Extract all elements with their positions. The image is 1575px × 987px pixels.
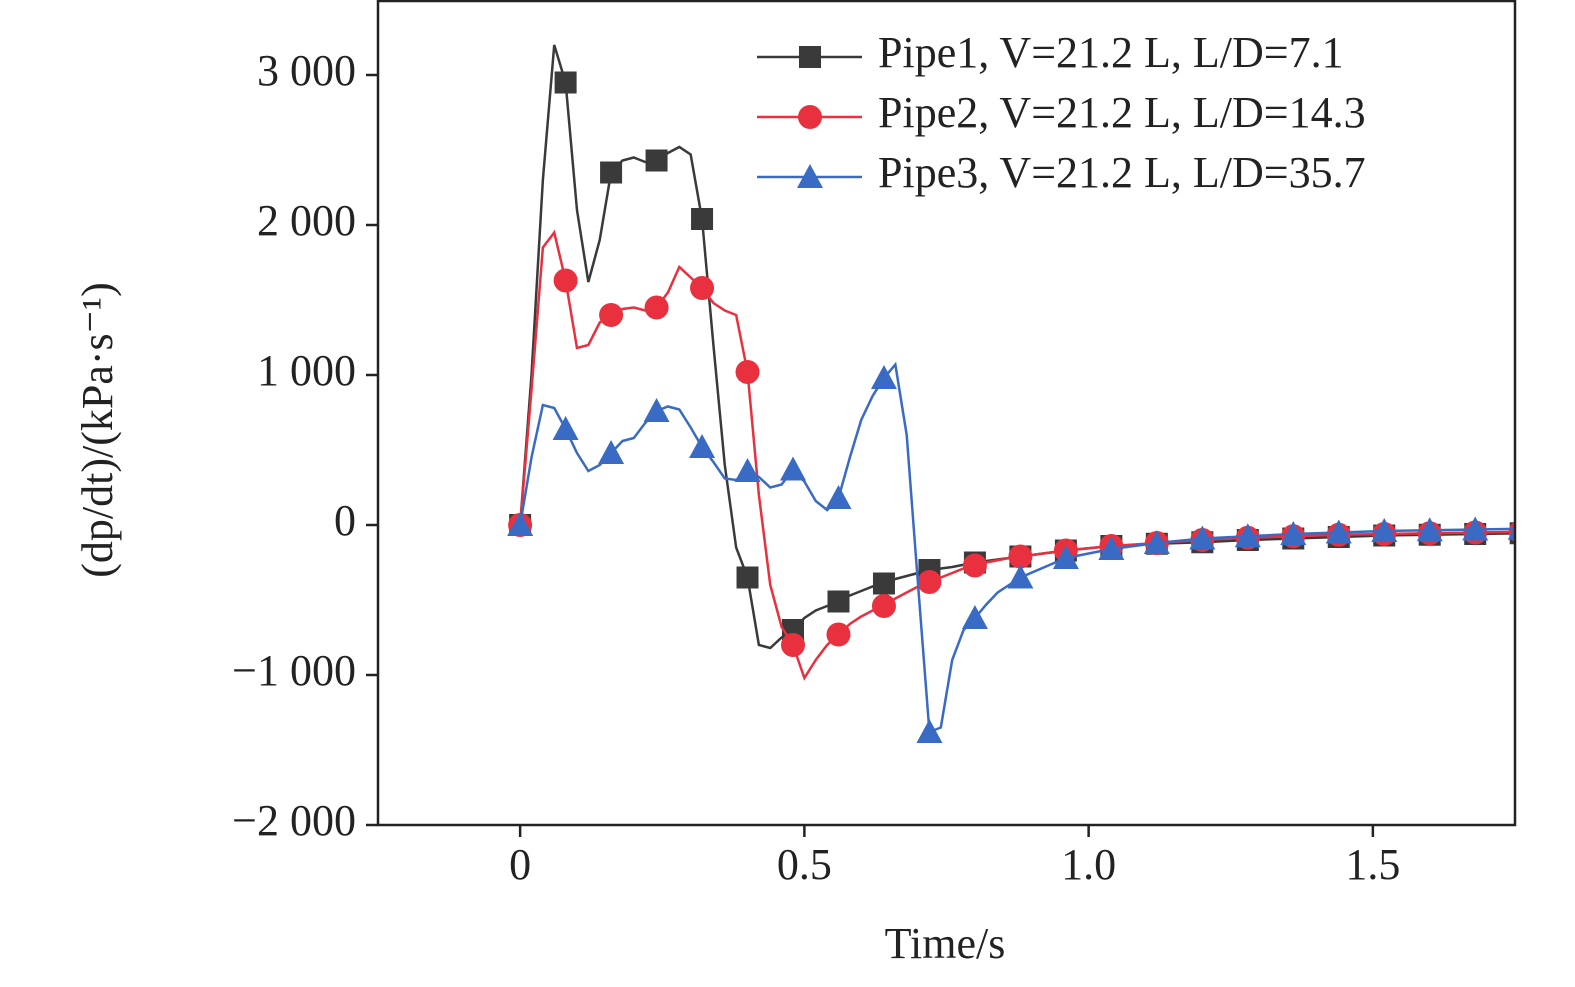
marker <box>645 149 668 172</box>
marker <box>871 594 896 618</box>
marker <box>644 295 669 320</box>
marker <box>1143 530 1170 554</box>
y-tick-label: 0 <box>334 496 356 545</box>
marker <box>690 276 715 300</box>
marker <box>734 458 761 482</box>
marker <box>643 398 670 422</box>
marker <box>507 512 534 536</box>
marker <box>735 360 760 384</box>
y-tick-label: 2 000 <box>257 196 356 245</box>
x-tick-label: 0.5 <box>777 840 832 889</box>
marker <box>825 485 852 509</box>
x-tick-label: 1.5 <box>1345 840 1400 889</box>
marker <box>1507 526 1515 540</box>
y-axis-label: (dp/dt)/(kPa·s⁻¹) <box>73 282 122 577</box>
marker <box>1280 521 1307 545</box>
marker <box>1008 544 1033 569</box>
plot-frame <box>376 0 1517 827</box>
marker <box>1325 519 1352 544</box>
x-axis-label: Time/s <box>885 919 1006 968</box>
y-tick-label: 3 000 <box>257 46 356 95</box>
marker <box>961 605 988 629</box>
marker <box>553 268 578 293</box>
marker <box>554 71 577 94</box>
marker <box>689 434 716 458</box>
marker <box>691 208 714 230</box>
marker <box>600 161 623 184</box>
marker <box>917 570 942 594</box>
legend-label: Pipe2, V=21.2 L, L/D=14.3 <box>878 88 1366 137</box>
marker <box>736 566 759 589</box>
marker <box>872 572 895 595</box>
legend-label: Pipe3, V=21.2 L, L/D=35.7 <box>878 148 1366 197</box>
y-tick-label: −1 000 <box>232 646 356 695</box>
marker <box>798 105 822 129</box>
marker <box>1189 525 1216 550</box>
series-line <box>518 229 1515 681</box>
marker <box>599 303 624 327</box>
marker <box>916 719 943 743</box>
marker <box>1007 564 1034 589</box>
marker <box>962 553 987 578</box>
marker <box>797 164 823 188</box>
marker <box>598 440 625 464</box>
x-tick-label: 1.0 <box>1061 840 1116 889</box>
marker <box>1371 518 1398 542</box>
y-tick-label: 1 000 <box>257 346 356 395</box>
marker <box>870 365 897 389</box>
marker <box>826 622 851 647</box>
legend-label: Pipe1, V=21.2 L, L/D=7.1 <box>878 28 1344 77</box>
y-tick-label: −2 000 <box>232 796 356 845</box>
marker <box>799 46 821 68</box>
marker <box>827 590 850 613</box>
marker <box>781 633 806 657</box>
marker <box>1462 516 1489 541</box>
marker <box>780 456 807 481</box>
marker <box>1052 545 1079 569</box>
x-tick-label: 0 <box>509 840 531 889</box>
marker <box>552 416 579 440</box>
marker <box>1416 517 1443 542</box>
plot-lines <box>507 44 1515 743</box>
marker <box>1098 536 1125 560</box>
marker <box>1234 523 1261 548</box>
